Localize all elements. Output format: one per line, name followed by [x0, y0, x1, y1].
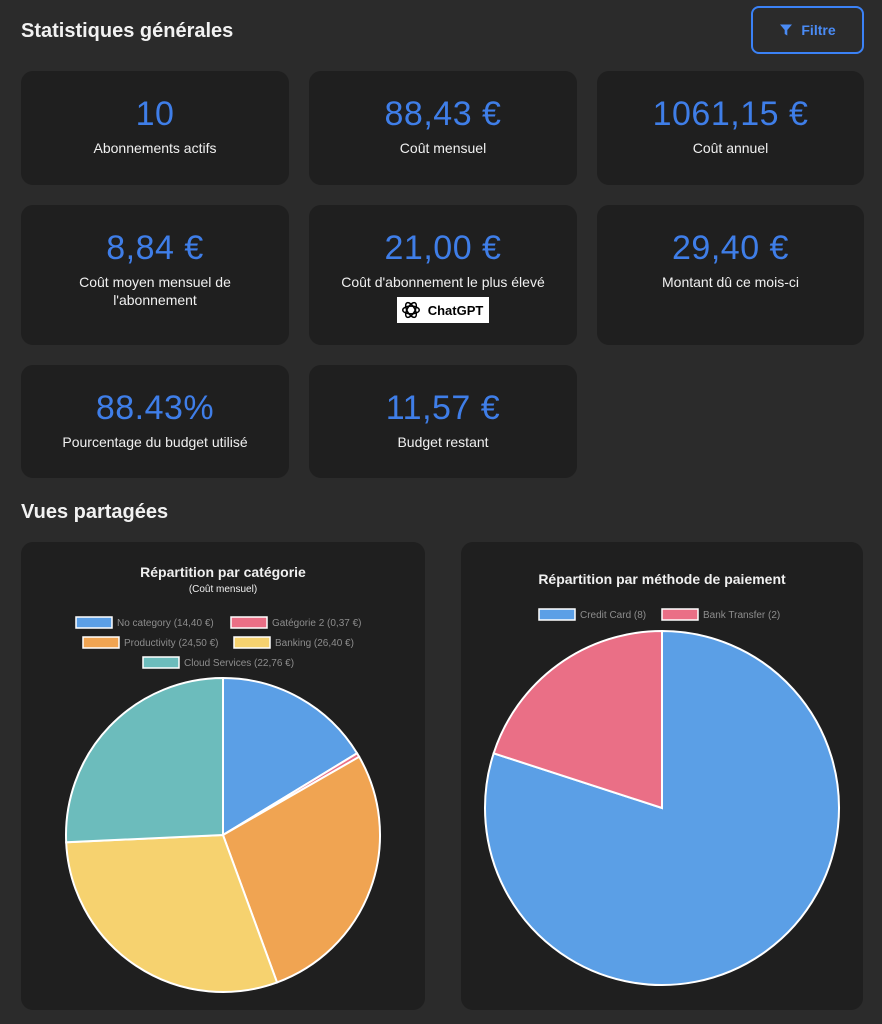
stat-value: 11,57 € [385, 389, 501, 427]
chatgpt-logo: ChatGPT [396, 297, 490, 323]
legend-swatch[interactable] [142, 656, 180, 669]
legend-swatch[interactable] [233, 636, 271, 649]
legend-label[interactable]: Bank Transfer (2) [703, 610, 780, 621]
legend-swatch[interactable] [230, 616, 268, 629]
pie-slice-no-category[interactable] [222, 676, 359, 837]
section-title-shared: Vues partagées [21, 501, 169, 523]
chart-subtitle: (Coût mensuel) [189, 584, 257, 595]
legend-label[interactable]: Banking (26,40 €) [275, 638, 354, 649]
stat-value: 8,84 € [106, 229, 204, 267]
stat-card-monthly-cost: 88,43 € Coût mensuel [309, 71, 577, 185]
stat-card-budget-percentage: 88.43% Pourcentage du budget utilisé [21, 365, 289, 478]
legend-swatch[interactable] [661, 608, 699, 621]
category-pie-chart: Répartition par catégorie (Coût mensuel)… [65, 564, 381, 993]
stat-label: Pourcentage du budget utilisé [62, 434, 248, 450]
stat-card-active-subscriptions: 10 Abonnements actifs [21, 71, 289, 185]
stat-card-highest-cost: 21,00 € Coût d'abonnement le plus élevé … [309, 205, 577, 345]
pie-slices [65, 676, 381, 993]
legend-label[interactable]: Gatégorie 2 (0,37 €) [272, 618, 362, 629]
stat-value: 10 [135, 95, 175, 133]
stat-value: 1061,15 € [652, 95, 809, 133]
stat-label: Coût d'abonnement le plus élevé [341, 274, 545, 290]
stat-card-average-cost: 8,84 € Coût moyen mensuel de l'abonnemen… [21, 205, 289, 345]
legend-label[interactable]: Cloud Services (22,76 €) [184, 658, 294, 669]
pie-slices [484, 629, 840, 986]
stat-card-annual-cost: 1061,15 € Coût annuel [597, 71, 864, 185]
chart-panel-category: Répartition par catégorie (Coût mensuel)… [21, 542, 425, 1010]
stat-label: Coût mensuel [399, 140, 487, 156]
chart-panel-payment-method: Répartition par méthode de paiement Cred… [461, 542, 863, 1010]
stat-label: Budget restant [397, 434, 489, 450]
pie-slice-credit-card[interactable] [484, 629, 840, 986]
legend-swatch[interactable] [82, 636, 120, 649]
stat-value: 88.43% [95, 389, 215, 427]
chatgpt-logo-text: ChatGPT [427, 302, 484, 318]
pie-slice-cloud-services[interactable] [65, 676, 224, 844]
legend-swatch[interactable] [538, 608, 576, 621]
stat-card-remaining-budget: 11,57 € Budget restant [309, 365, 577, 478]
chart-legend: Credit Card (8) Bank Transfer (2) [538, 608, 780, 621]
stat-label: Coût annuel [692, 140, 769, 156]
chart-legend: No category (14,40 €) Gatégorie 2 (0,37 … [75, 616, 362, 669]
legend-swatch[interactable] [75, 616, 113, 629]
stat-card-amount-due: 29,40 € Montant dû ce mois-ci [597, 205, 864, 345]
pie-slice-banking[interactable] [65, 833, 279, 993]
pie-slice-bank-transfer[interactable] [492, 629, 663, 810]
filter-button[interactable]: Filtre [751, 6, 864, 54]
payment-method-pie-chart: Répartition par méthode de paiement Cred… [484, 571, 840, 986]
chart-title: Répartition par catégorie [140, 564, 306, 580]
legend-label[interactable]: Productivity (24,50 €) [124, 638, 219, 649]
stat-value: 88,43 € [384, 95, 502, 133]
filter-button-label: Filtre [801, 22, 836, 38]
pie-slice-productivity[interactable] [221, 755, 381, 984]
legend-label[interactable]: Credit Card (8) [580, 610, 646, 621]
filter-icon [780, 24, 793, 36]
openai-icon [401, 301, 420, 319]
stat-label: Abonnements actifs [93, 140, 217, 156]
legend-label[interactable]: No category (14,40 €) [117, 618, 214, 629]
page-title: Statistiques générales [21, 20, 234, 42]
stat-value: 21,00 € [384, 229, 502, 267]
stat-label: Montant dû ce mois-ci [662, 274, 799, 290]
chart-title: Répartition par méthode de paiement [538, 571, 786, 587]
stat-value: 29,40 € [672, 229, 789, 267]
stat-label: Coût moyen mensuel de l'abonnement [79, 274, 231, 308]
